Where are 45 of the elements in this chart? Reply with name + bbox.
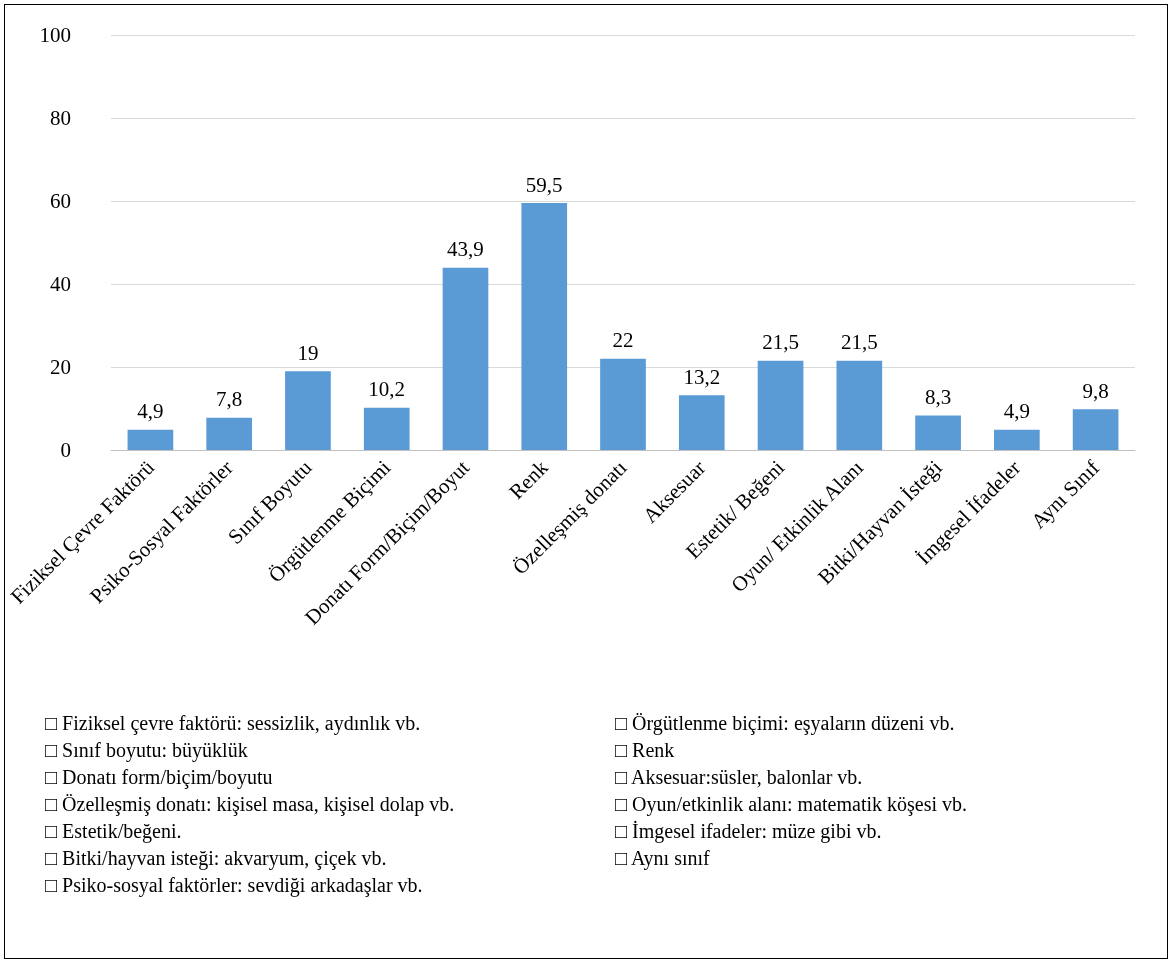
data-label: 22 [612, 328, 634, 353]
data-label: 4,9 [137, 399, 164, 424]
text: □ Estetik/beğeni. [45, 819, 183, 845]
y-tick-label: 20 [50, 355, 72, 379]
y-tick-label: 100 [39, 23, 72, 47]
text: □ Aynı sınıf [615, 846, 711, 872]
bar [442, 267, 489, 450]
bar [521, 203, 568, 450]
y-tick-label: 80 [50, 106, 72, 130]
data-label: 21,5 [840, 330, 878, 355]
text: □ Oyun/etkinlik alanı: matematik köşesi vb. [615, 792, 969, 818]
bar [678, 395, 725, 450]
text: □ Psiko-sosyal faktörler: sevdiği arkadaşlar vb. [45, 873, 424, 899]
bar [915, 415, 961, 450]
bar [1072, 409, 1119, 450]
bar [836, 360, 883, 450]
bar [127, 429, 174, 450]
text: □ Özelleşmiş donatı: kişisel masa, kişisel dolap vb. [45, 792, 456, 818]
text: □ İmgesel ifadeler: müze gibi vb. [615, 819, 883, 845]
data-label: 59,5 [525, 172, 563, 197]
text: □ Sınıf boyutu: büyüklük [45, 738, 249, 764]
data-label: 43,9 [447, 237, 484, 262]
data-label: 10,2 [368, 377, 406, 402]
y-tick-label: 40 [50, 272, 72, 296]
data-label: 19 [297, 340, 319, 365]
y-tick-label: 0 [60, 438, 72, 462]
bar [994, 429, 1040, 450]
text: □ Renk [615, 738, 676, 763]
bar [206, 417, 253, 450]
text: □ Örgütlenme biçimi: eşyaların düzeni vb. [615, 711, 956, 737]
text: □ Aksesuar:süsler, balonlar vb. [615, 765, 864, 790]
data-label: 13,2 [683, 364, 721, 389]
text: □ Bitki/hayvan isteği: akvaryum, çiçek vb. [45, 846, 388, 872]
data-label: 7,8 [216, 387, 243, 412]
text: □ Fiziksel çevre faktörü: sessizlik, aydınlık vb. [45, 711, 422, 737]
y-tick-label: 60 [50, 189, 72, 213]
data-label: 21,5 [762, 330, 799, 355]
bar [285, 371, 331, 450]
bar [363, 407, 410, 450]
text: □ Donatı form/biçim/boyutu [45, 765, 274, 791]
data-label: 4,9 [1003, 399, 1030, 424]
bar [757, 360, 804, 450]
bar [600, 358, 646, 450]
data-label: 8,3 [924, 385, 952, 410]
data-label: 9,8 [1082, 378, 1109, 403]
